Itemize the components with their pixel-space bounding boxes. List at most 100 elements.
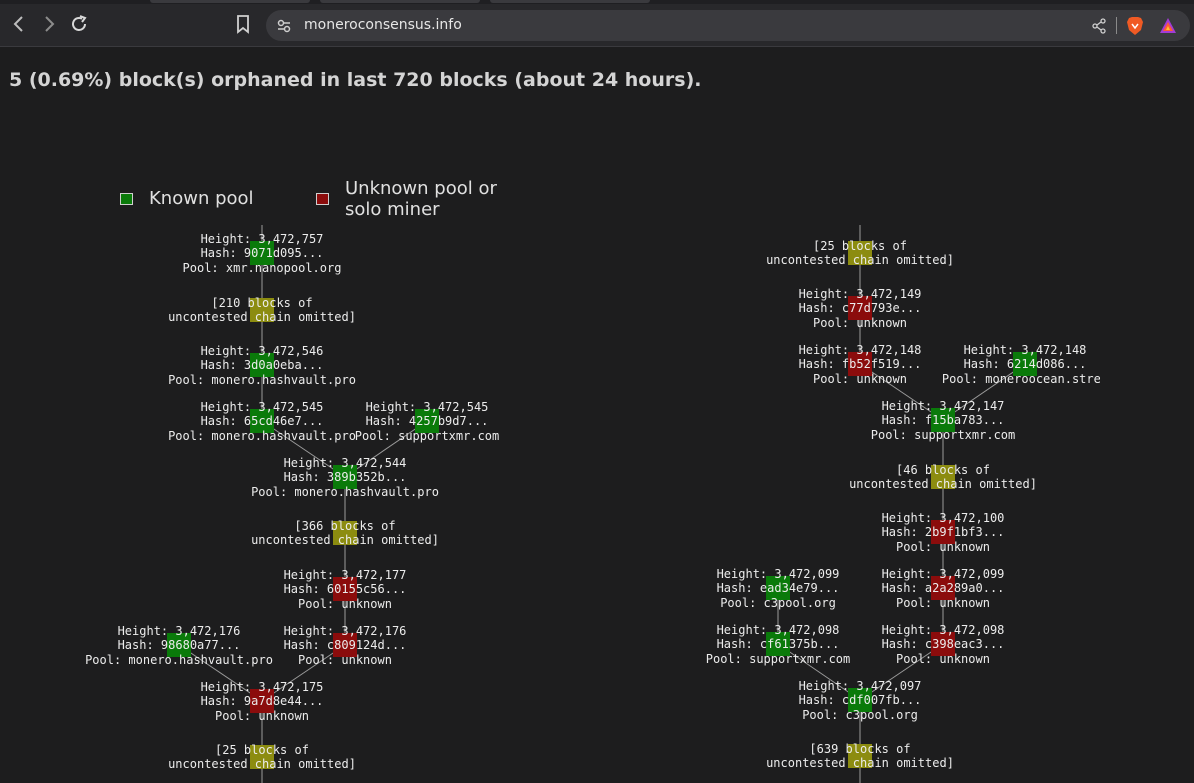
tab-strip[interactable] — [0, 0, 1194, 4]
block-height-label: Height: 3,472,757 — [201, 232, 324, 246]
omitted-chain-label-line1: [639 blocks of — [809, 742, 910, 756]
block-pool-label: Pool: xmr.nanopool.org — [183, 261, 342, 275]
omitted-chain-label-line1: [366 blocks of — [294, 519, 395, 533]
block-hash-label: Hash: c77d793e... — [799, 301, 922, 315]
block-hash-label: Hash: 6214d086... — [964, 357, 1087, 371]
omitted-chain-marker — [250, 745, 274, 769]
omitted-chain-marker — [848, 241, 872, 265]
known-pool-block-marker — [415, 409, 439, 433]
block-height-label: Height: 3,472,098 — [882, 623, 1005, 637]
chain-link — [261, 420, 346, 478]
site-settings-icon[interactable] — [276, 18, 292, 34]
block-pool-label: Pool: moneroocean.strea — [942, 372, 1108, 386]
omitted-chain-label-line2: uncontested chain omitted] — [251, 533, 439, 547]
unknown-pool-block-marker — [931, 576, 955, 600]
block-height-label: Height: 3,472,545 — [201, 400, 324, 414]
forward-button[interactable] — [38, 13, 60, 35]
chain-link — [344, 420, 428, 478]
omitted-chain-marker — [333, 521, 357, 545]
block-height-label: Height: 3,472,176 — [118, 624, 241, 638]
known-pool-block-marker — [167, 633, 191, 657]
unknown-pool-block-marker — [931, 632, 955, 656]
block-height-label: Height: 3,472,099 — [717, 567, 840, 581]
block-hash-label: Hash: 389b352b... — [284, 470, 407, 484]
url-text[interactable]: moneroconsensus.info — [304, 17, 462, 33]
omitted-chain-label-line1: [25 blocks of — [215, 743, 309, 757]
block-hash-label: Hash: cdf007fb... — [799, 693, 922, 707]
omitted-chain-label-line2: uncontested chain omitted] — [168, 757, 356, 771]
browser-toolbar: moneroconsensus.info — [0, 0, 1194, 47]
known-pool-block-marker — [250, 409, 274, 433]
block-hash-label: Hash: fb52f519... — [799, 357, 922, 371]
omitted-chain-label-line2: uncontested chain omitted] — [168, 310, 356, 324]
block-hash-label: Hash: 3d0a0eba... — [201, 358, 324, 372]
block-height-label: Height: 3,472,097 — [799, 679, 922, 693]
block-pool-label: Pool: unknown — [813, 316, 907, 330]
chain-link — [859, 363, 944, 421]
block-pool-label: Pool: unknown — [896, 540, 990, 554]
block-hash-label: Hash: 2b9f1bf3... — [882, 525, 1005, 539]
unknown-pool-block-marker — [931, 520, 955, 544]
omitted-chain-label-line1: [25 blocks of — [813, 239, 907, 253]
known-pool-block-marker — [250, 241, 274, 265]
known-pool-block-marker — [931, 408, 955, 432]
block-height-label: Height: 3,472,100 — [882, 511, 1005, 525]
known-pool-block-marker — [766, 632, 790, 656]
address-bar[interactable]: moneroconsensus.info — [266, 10, 1190, 41]
block-pool-label: Pool: monero.hashvault.pro — [168, 429, 356, 443]
chevron-left-icon — [13, 16, 23, 32]
omitted-chain-marker — [848, 744, 872, 768]
block-pool-label: Pool: monero.hashvault.pro — [251, 485, 439, 499]
block-pool-label: Pool: supportxmr.com — [706, 652, 851, 666]
block-pool-label: Pool: unknown — [813, 372, 907, 386]
share-icon[interactable] — [1091, 18, 1107, 34]
block-height-label: Height: 3,472,544 — [284, 456, 407, 470]
block-pool-label: Pool: monero.hashvault.pro — [168, 373, 356, 387]
block-height-label: Height: 3,472,177 — [284, 568, 407, 582]
block-hash-label: Hash: a2a289a0... — [882, 581, 1005, 595]
block-pool-label: Pool: supportxmr.com — [355, 429, 500, 443]
known-pool-block-marker — [333, 465, 357, 489]
block-hash-label: Hash: ead34e79... — [717, 581, 840, 595]
known-pool-block-marker — [766, 576, 790, 600]
omitted-chain-label-line2: uncontested chain omitted] — [766, 756, 954, 770]
block-hash-label: Hash: c398eac3... — [882, 637, 1005, 651]
block-hash-label: Hash: 4257b9d7... — [366, 414, 489, 428]
chain-link — [859, 643, 944, 701]
block-hash-label: Hash: 98680a77... — [118, 638, 241, 652]
back-button[interactable] — [8, 13, 30, 35]
block-pool-label: Pool: unknown — [896, 596, 990, 610]
omitted-chain-label-line2: uncontested chain omitted] — [849, 477, 1037, 491]
unknown-pool-swatch — [316, 193, 329, 205]
bookmark-icon — [237, 15, 249, 34]
known-pool-label: Known pool — [149, 188, 254, 209]
brave-shields-icon[interactable] — [1126, 16, 1144, 36]
block-hash-label: Hash: 9a7d8e44... — [201, 694, 324, 708]
unknown-pool-block-marker — [333, 633, 357, 657]
block-pool-label: Pool: supportxmr.com — [871, 428, 1016, 442]
unknown-pool-block-marker — [848, 352, 872, 376]
block-height-label: Height: 3,472,148 — [799, 343, 922, 357]
viewport-clip — [1100, 340, 1194, 390]
known-pool-swatch — [120, 193, 133, 205]
page-heading: 5 (0.69%) block(s) orphaned in last 720 … — [9, 69, 702, 91]
block-height-label: Height: 3,472,147 — [882, 399, 1005, 413]
block-hash-label: Hash: 9071d095... — [201, 246, 324, 260]
block-height-label: Height: 3,472,148 — [964, 343, 1087, 357]
omitted-chain-label-line1: [210 blocks of — [211, 296, 312, 310]
block-pool-label: Pool: c3pool.org — [720, 596, 836, 610]
block-height-label: Height: 3,472,545 — [366, 400, 489, 414]
unknown-pool-block-marker — [848, 296, 872, 320]
unknown-pool-block-marker — [250, 689, 274, 713]
chain-link — [178, 644, 263, 702]
unknown-pool-block-marker — [333, 577, 357, 601]
bookmark-button[interactable] — [232, 13, 254, 35]
brave-rewards-icon[interactable] — [1159, 17, 1177, 34]
toolbar-divider — [1116, 17, 1117, 34]
reload-button[interactable] — [68, 13, 90, 35]
block-height-label: Height: 3,472,149 — [799, 287, 922, 301]
block-hash-label: Hash: c809124d... — [284, 638, 407, 652]
block-pool-label: Pool: unknown — [298, 653, 392, 667]
chain-link — [942, 363, 1026, 421]
